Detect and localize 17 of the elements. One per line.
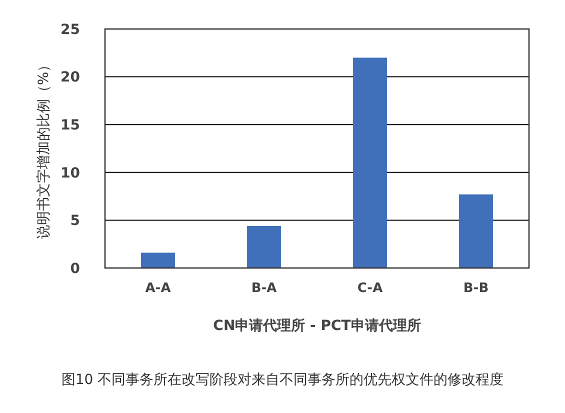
text: 图10 不同事务所在改写阶段对来自不同事务所的优先权文件的修改程度 [61,372,504,388]
bar [141,252,175,268]
x-tick-label: C-A [357,281,383,296]
x-axis-title: CN申请代理所 - PCT申请代理所 [213,318,421,334]
bar [353,58,387,268]
y-tick-label: 0 [70,260,80,277]
y-tick-label: 15 [60,118,80,134]
y-tick-label: 25 [60,22,80,38]
x-tick-label: B-A [251,281,277,296]
y-tick-label: 10 [60,165,80,182]
bar [247,226,281,268]
x-tick-label: A-A [145,281,171,296]
y-tick-label: 5 [70,213,80,230]
bar [459,194,493,268]
x-tick-label: B-B [463,281,489,296]
y-tick-label: 20 [60,70,80,86]
y-axis-title: 说明书文字增加的比例（%） [36,58,52,240]
